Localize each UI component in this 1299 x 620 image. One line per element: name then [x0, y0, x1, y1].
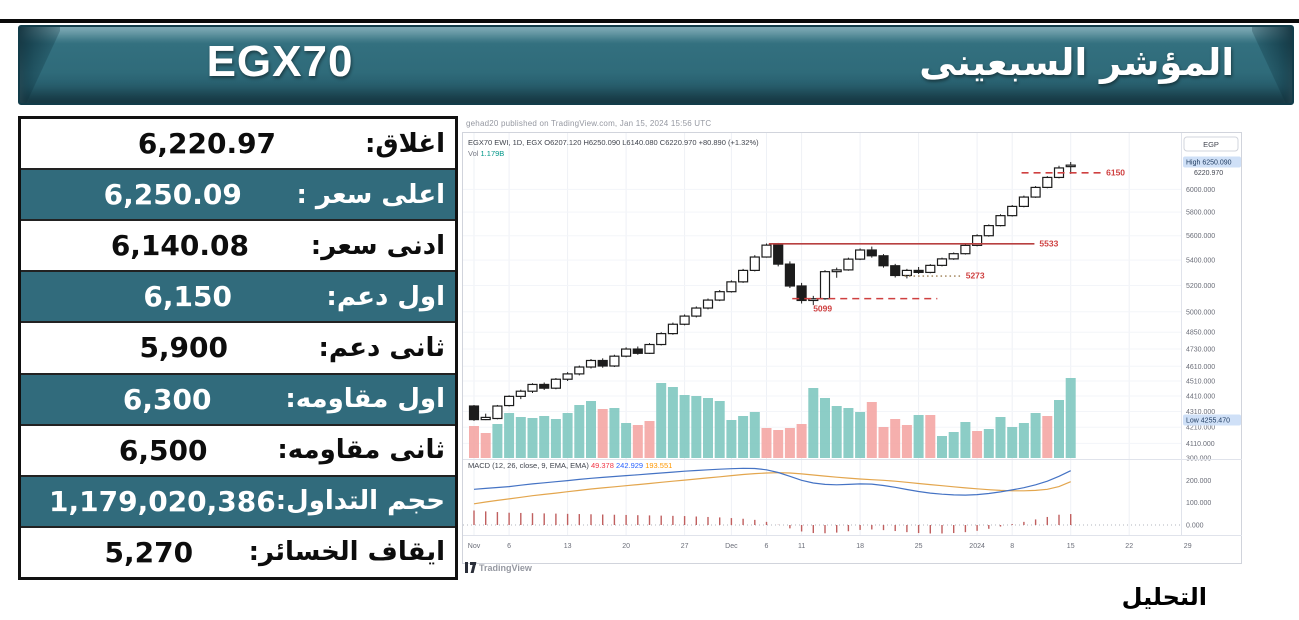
- row-label: ادنى سعر:: [310, 230, 445, 261]
- svg-text:5000.000: 5000.000: [1186, 309, 1215, 316]
- table-row: اعلى سعر : 6,250.09: [21, 170, 455, 222]
- svg-text:4730.000: 4730.000: [1186, 347, 1215, 354]
- tradingview-logo: TradingView: [465, 562, 532, 573]
- svg-text:4110.000: 4110.000: [1186, 441, 1215, 448]
- svg-text:EGP: EGP: [1203, 140, 1219, 149]
- table-row: ادنى سعر: 6,140.08: [21, 221, 455, 273]
- table-row: اول دعم: 6,150: [21, 272, 455, 324]
- svg-text:0.000: 0.000: [1186, 523, 1204, 530]
- svg-text:6150: 6150: [1106, 167, 1125, 177]
- svg-text:27: 27: [681, 543, 689, 550]
- table-row: ايقاف الخسائر: 5,270: [21, 527, 455, 577]
- row-value: 6,250.09: [103, 178, 242, 212]
- svg-text:4410.000: 4410.000: [1186, 394, 1215, 401]
- table-row: حجم التداول: 1,179,020,386: [21, 476, 455, 528]
- svg-text:5400.000: 5400.000: [1186, 258, 1215, 265]
- svg-text:6220.970: 6220.970: [1194, 170, 1223, 177]
- row-label: ايقاف الخسائر:: [248, 537, 445, 568]
- svg-text:6: 6: [507, 543, 511, 550]
- svg-text:25: 25: [915, 543, 923, 550]
- svg-text:13: 13: [564, 543, 572, 550]
- svg-text:Dec: Dec: [725, 543, 738, 550]
- svg-text:5099: 5099: [813, 304, 832, 314]
- svg-text:5600.000: 5600.000: [1186, 233, 1215, 240]
- row-label: اغلاق:: [364, 128, 445, 159]
- table-row: ثانى مقاومه: 6,500: [21, 425, 455, 477]
- svg-text:Vol 1.179B: Vol 1.179B: [468, 149, 504, 158]
- svg-text:4850.000: 4850.000: [1186, 330, 1215, 337]
- tradingview-icon: [465, 562, 477, 573]
- row-value: 6,140.08: [110, 229, 249, 263]
- row-label: ثانى دعم:: [318, 332, 445, 363]
- svg-text:29: 29: [1184, 543, 1192, 550]
- row-value: 5,900: [139, 331, 229, 365]
- row-label: اعلى سعر :: [296, 179, 445, 210]
- svg-text:EGX70 EWI, 1D, EGX O6207.120: EGX70 EWI, 1D, EGX O6207.120 H6250.090 L…: [468, 138, 759, 147]
- header-banner: EGX70 المؤشر السبعينى: [18, 25, 1294, 105]
- svg-text:18: 18: [856, 543, 864, 550]
- svg-text:5273: 5273: [966, 271, 985, 281]
- svg-text:Low 4255.470: Low 4255.470: [1186, 418, 1230, 425]
- svg-text:6000.000: 6000.000: [1186, 187, 1215, 194]
- row-label: اول دعم:: [326, 281, 445, 312]
- row-value: 6,500: [118, 433, 208, 467]
- tradingview-chart: gehad20 published on TradingView.com, Ja…: [462, 118, 1245, 578]
- top-divider: [0, 19, 1299, 23]
- svg-text:MACD (12, 26, close, 9, EMA, E: MACD (12, 26, close, 9, EMA, EMA) 49.378…: [468, 461, 672, 470]
- row-value: 1,179,020,386: [49, 484, 276, 518]
- table-row: اغلاق: 6,220.97: [21, 119, 455, 171]
- row-label: اول مقاومه:: [285, 384, 445, 415]
- table-row: اول مقاومه: 6,300: [21, 374, 455, 426]
- index-symbol: EGX70: [206, 37, 354, 86]
- svg-text:Nov: Nov: [468, 543, 481, 550]
- svg-text:High 6250.090: High 6250.090: [1186, 160, 1232, 167]
- svg-text:22: 22: [1125, 543, 1133, 550]
- table-row: ثانى دعم: 5,900: [21, 323, 455, 375]
- svg-text:2024: 2024: [969, 543, 985, 550]
- svg-text:200.000: 200.000: [1186, 478, 1211, 485]
- svg-text:11: 11: [798, 543, 805, 550]
- index-title-arabic: المؤشر السبعينى: [919, 41, 1234, 84]
- svg-text:20: 20: [622, 543, 630, 550]
- svg-text:15: 15: [1067, 543, 1075, 550]
- svg-text:5200.000: 5200.000: [1186, 283, 1215, 290]
- index-stats-table: اغلاق: 6,220.97 اعلى سعر : 6,250.09 ادنى سعر…: [18, 116, 458, 580]
- svg-text:5800.000: 5800.000: [1186, 210, 1215, 217]
- svg-text:4210.000: 4210.000: [1186, 425, 1215, 432]
- candlestick-chart: Nov 6 13 20 27 Dec 6 11 18 25 2024 8 15 22 29 6000.000 5…: [462, 132, 1242, 564]
- svg-text:4610.000: 4610.000: [1186, 364, 1215, 371]
- svg-text:5533: 5533: [1039, 238, 1058, 248]
- svg-text:4510.000: 4510.000: [1186, 379, 1215, 386]
- tradingview-logo-text: TradingView: [479, 562, 532, 573]
- svg-text:6: 6: [765, 543, 769, 550]
- svg-text:100.000: 100.000: [1186, 500, 1211, 507]
- svg-text:8: 8: [1010, 543, 1014, 550]
- row-label: حجم التداول:: [275, 486, 445, 517]
- row-value: 6,150: [143, 280, 232, 314]
- svg-text:4310.000: 4310.000: [1186, 409, 1215, 416]
- analysis-label: التحليل: [1121, 583, 1207, 611]
- row-value: 5,270: [104, 535, 194, 569]
- chart-attribution: gehad20 published on TradingView.com, Ja…: [466, 119, 712, 128]
- row-label: ثانى مقاومه:: [277, 435, 445, 466]
- row-value: 6,220.97: [137, 127, 277, 161]
- row-value: 6,300: [122, 382, 212, 416]
